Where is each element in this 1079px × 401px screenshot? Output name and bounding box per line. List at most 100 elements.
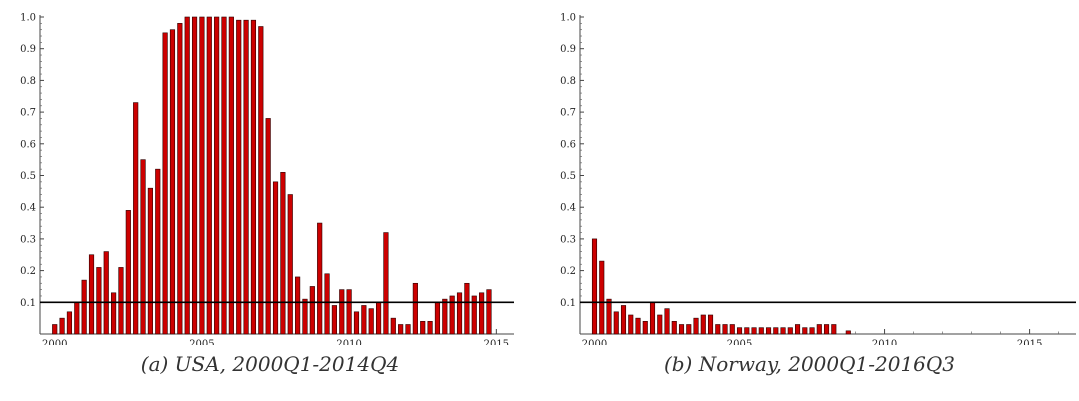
bar: [591, 238, 598, 335]
y-tick-label: 0.1: [20, 298, 36, 309]
bar: [773, 327, 779, 335]
bar: [606, 298, 612, 335]
x-tick-label: 2010: [872, 339, 897, 345]
bar: [214, 16, 220, 335]
bar: [635, 317, 641, 335]
bar: [642, 321, 648, 335]
x-tick-label: 2000: [42, 339, 67, 345]
bar: [331, 305, 337, 335]
x-tick-label: 2015: [484, 339, 509, 345]
bar: [816, 324, 822, 335]
bar: [361, 305, 367, 335]
bar: [649, 301, 656, 335]
bar: [339, 289, 345, 335]
bar: [471, 295, 477, 335]
bar: [368, 308, 374, 335]
x-tick-label: 2015: [1017, 339, 1042, 345]
bar: [103, 251, 109, 335]
y-tick-label: 0.1: [560, 298, 576, 309]
bar: [787, 327, 793, 335]
bar: [88, 254, 95, 335]
y-tick-label: 0.9: [20, 44, 36, 55]
bar: [671, 321, 677, 335]
bar: [765, 327, 772, 335]
caption-norway: (b) Norway, 2000Q1-2016Q3: [663, 352, 956, 376]
bar: [700, 314, 706, 335]
bar: [678, 324, 685, 335]
bar: [295, 276, 301, 335]
bar-chart-norway: 0.1 0.2 0.3 0.4 0.5 0.6 0.7 0.8 0.9 1.0 2000 2005 20…: [560, 13, 1076, 345]
bar: [169, 29, 176, 335]
bar: [353, 311, 360, 335]
bar: [442, 298, 448, 335]
y-tick-label: 0.2: [20, 266, 36, 277]
bar: [111, 292, 117, 335]
bar: [302, 298, 308, 335]
bar: [280, 172, 286, 335]
bar: [780, 327, 786, 335]
y-tick-label: 0.4: [20, 203, 36, 214]
y-tick-label: 0.2: [560, 266, 576, 277]
bar: [125, 210, 131, 335]
bar: [758, 327, 764, 335]
bar: [412, 282, 418, 335]
bar: [155, 168, 161, 335]
bar: [147, 187, 153, 335]
bar: [81, 279, 87, 335]
bar: [613, 311, 619, 335]
bar: [162, 32, 168, 335]
bar: [628, 314, 634, 335]
bar: [715, 324, 721, 335]
bar: [664, 308, 670, 335]
y-tick-label: 0.3: [20, 234, 36, 245]
y-tick-label: 0.5: [560, 171, 576, 182]
bar: [309, 286, 315, 335]
bar: [140, 159, 146, 335]
y-tick-label: 0.4: [560, 203, 576, 214]
y-tick-label: 0.6: [20, 139, 36, 150]
bar: [809, 327, 815, 335]
y-tick-label: 0.7: [560, 108, 576, 119]
bar: [686, 324, 692, 335]
x-tick-label: 2000: [582, 339, 607, 345]
bar: [620, 305, 627, 335]
bar: [177, 23, 183, 335]
bar: [427, 321, 433, 335]
x-tick-label: 2010: [336, 339, 361, 345]
bar: [228, 16, 234, 335]
bar: [420, 321, 426, 335]
caption-usa: (a) USA, 2000Q1-2014Q4: [140, 352, 400, 376]
bar: [258, 26, 264, 335]
y-tick-label: 1.0: [560, 13, 576, 24]
bar: [59, 317, 65, 335]
bar: [729, 324, 735, 335]
chart-panel-norway: 0.1 0.2 0.3 0.4 0.5 0.6 0.7 0.8 0.9 1.0 2000 2005 20…: [540, 0, 1079, 401]
bar: [199, 16, 205, 335]
bar: [736, 327, 743, 335]
bar: [383, 232, 389, 335]
bar: [486, 289, 492, 335]
bar: [287, 194, 293, 335]
bar: [375, 301, 382, 335]
y-tick-label: 0.9: [560, 44, 576, 55]
x-tick-label: 2005: [189, 339, 214, 345]
bar: [346, 289, 352, 335]
bar: [66, 311, 73, 335]
bar: [184, 16, 190, 335]
bar: [96, 267, 102, 335]
y-tick-label: 0.6: [560, 139, 576, 150]
bar: [657, 314, 663, 335]
bar: [434, 301, 441, 335]
bar: [118, 267, 124, 335]
bar: [265, 118, 271, 335]
bar: [449, 295, 455, 335]
bar: [324, 273, 330, 335]
y-tick-label: 1.0: [20, 13, 36, 24]
bar: [191, 16, 198, 335]
bar: [845, 330, 851, 335]
chart-panel-usa: 0.1 0.2 0.3 0.4 0.5 0.6 0.7 0.8 0.9 1.0 2000 2005 20…: [20, 13, 514, 376]
bar: [707, 314, 714, 335]
bar: [221, 16, 227, 335]
bar: [456, 292, 463, 335]
bar: [206, 16, 212, 335]
